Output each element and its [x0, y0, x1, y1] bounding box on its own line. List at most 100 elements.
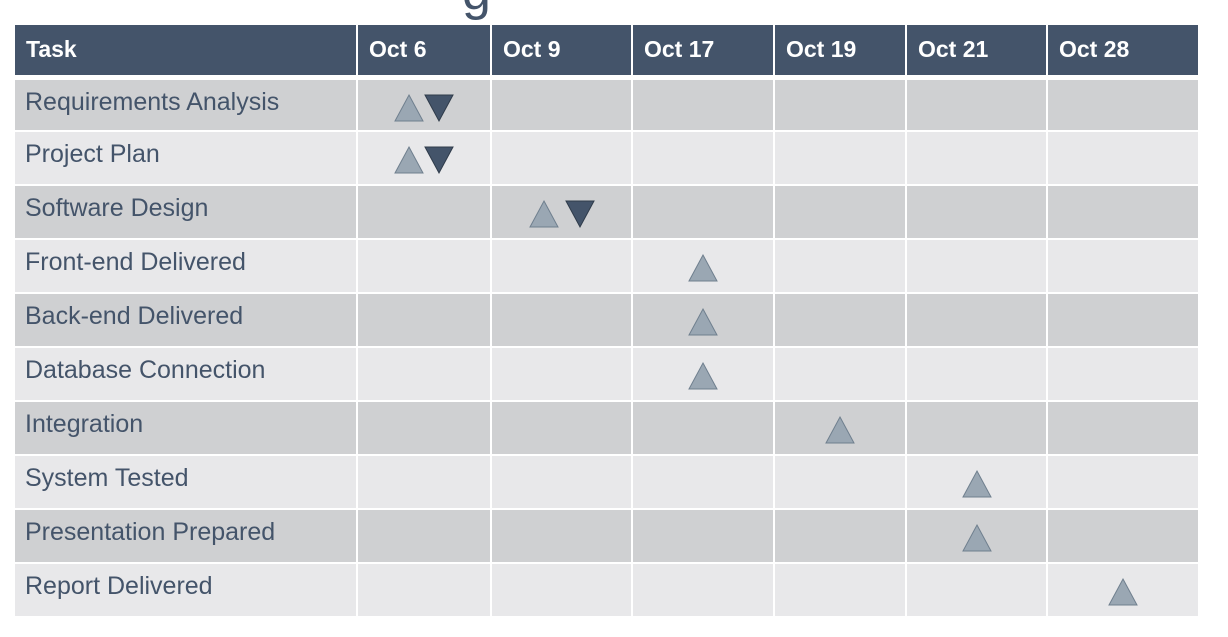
- end-triangle-icon: [424, 94, 454, 122]
- date-cell: [774, 131, 907, 186]
- title-fragment-clip: g: [0, 0, 1228, 22]
- date-cell: [906, 239, 1048, 294]
- date-cell: [357, 131, 492, 186]
- date-cell: [1047, 563, 1198, 618]
- date-cell: [774, 239, 907, 294]
- date-cell: [906, 185, 1048, 240]
- date-cell: [774, 293, 907, 348]
- start-triangle-icon: [394, 93, 424, 121]
- table-row: Requirements Analysis: [15, 77, 1198, 132]
- page-title-fragment: g: [462, 0, 491, 18]
- date-cell: [906, 77, 1048, 132]
- date-cell: [632, 293, 775, 348]
- milestone-markers: [633, 253, 773, 283]
- date-cell: [774, 77, 907, 132]
- date-cell: [632, 401, 775, 456]
- date-cell: [906, 131, 1048, 186]
- end-triangle-icon: [564, 200, 595, 229]
- header-date-1: Oct 9: [491, 25, 633, 80]
- table-row: Back-end Delivered: [15, 293, 1198, 348]
- header-date-2: Oct 17: [632, 25, 775, 80]
- date-cell: [1047, 185, 1198, 240]
- date-cell: [906, 563, 1048, 618]
- start-triangle-icon: [688, 307, 718, 336]
- start-triangle-icon: [961, 523, 992, 552]
- date-cell: [906, 509, 1048, 564]
- task-label: Presentation Prepared: [15, 509, 358, 564]
- milestone-markers: [775, 415, 905, 445]
- date-cell: [1047, 77, 1198, 132]
- date-cell: [1047, 347, 1198, 402]
- date-cell: [491, 239, 633, 294]
- table-row: Integration: [15, 401, 1198, 456]
- date-cell: [632, 185, 775, 240]
- date-cell: [491, 293, 633, 348]
- date-cell: [357, 347, 492, 402]
- header-row: Task Oct 6 Oct 9 Oct 17 Oct 19 Oct 21 Oc…: [15, 25, 1198, 80]
- date-cell: [357, 293, 492, 348]
- date-cell: [1047, 509, 1198, 564]
- date-cell: [1047, 293, 1198, 348]
- date-cell: [357, 401, 492, 456]
- date-cell: [632, 509, 775, 564]
- milestone-markers: [907, 469, 1046, 499]
- date-cell: [774, 401, 907, 456]
- date-cell: [906, 293, 1048, 348]
- date-cell: [632, 347, 775, 402]
- date-cell: [491, 401, 633, 456]
- task-label: Requirements Analysis: [15, 77, 358, 132]
- start-triangle-icon: [688, 361, 718, 390]
- table-row: System Tested: [15, 455, 1198, 510]
- start-triangle-icon: [1108, 577, 1138, 606]
- date-cell: [774, 347, 907, 402]
- date-cell: [774, 185, 907, 240]
- start-triangle-icon: [394, 145, 424, 174]
- task-label: Report Delivered: [15, 563, 358, 618]
- date-cell: [774, 563, 907, 618]
- start-triangle-icon: [961, 469, 992, 498]
- task-label: Software Design: [15, 185, 358, 240]
- date-cell: [491, 185, 633, 240]
- table-row: Project Plan: [15, 131, 1198, 186]
- date-cell: [491, 347, 633, 402]
- date-cell: [357, 509, 492, 564]
- milestone-markers: [1048, 577, 1198, 607]
- date-cell: [357, 77, 492, 132]
- date-cell: [491, 455, 633, 510]
- header-date-3: Oct 19: [774, 25, 907, 80]
- header-task: Task: [15, 25, 358, 80]
- task-label: Project Plan: [15, 131, 358, 186]
- task-label: Back-end Delivered: [15, 293, 358, 348]
- date-cell: [491, 509, 633, 564]
- table-row: Report Delivered: [15, 563, 1198, 618]
- date-cell: [632, 455, 775, 510]
- date-cell: [357, 239, 492, 294]
- date-cell: [906, 455, 1048, 510]
- date-cell: [1047, 455, 1198, 510]
- date-cell: [491, 131, 633, 186]
- header-date-4: Oct 21: [906, 25, 1048, 80]
- table-row: Software Design: [15, 185, 1198, 240]
- milestone-markers: [492, 199, 631, 229]
- task-label: Integration: [15, 401, 358, 456]
- date-cell: [1047, 131, 1198, 186]
- date-cell: [357, 563, 492, 618]
- end-triangle-icon: [424, 146, 454, 175]
- milestone-markers: [907, 523, 1046, 553]
- date-cell: [1047, 401, 1198, 456]
- milestone-markers: [633, 361, 773, 391]
- milestone-markers: [633, 307, 773, 337]
- milestone-markers: [358, 93, 490, 123]
- task-label: Database Connection: [15, 347, 358, 402]
- date-cell: [906, 401, 1048, 456]
- date-cell: [906, 347, 1048, 402]
- milestone-table: Task Oct 6 Oct 9 Oct 17 Oct 19 Oct 21 Oc…: [15, 25, 1198, 618]
- date-cell: [357, 455, 492, 510]
- date-cell: [357, 185, 492, 240]
- date-cell: [491, 563, 633, 618]
- task-label: Front-end Delivered: [15, 239, 358, 294]
- table-row: Presentation Prepared: [15, 509, 1198, 564]
- date-cell: [491, 77, 633, 132]
- table-body: Requirements Analysis Project Plan Softwar…: [15, 77, 1198, 618]
- date-cell: [1047, 239, 1198, 294]
